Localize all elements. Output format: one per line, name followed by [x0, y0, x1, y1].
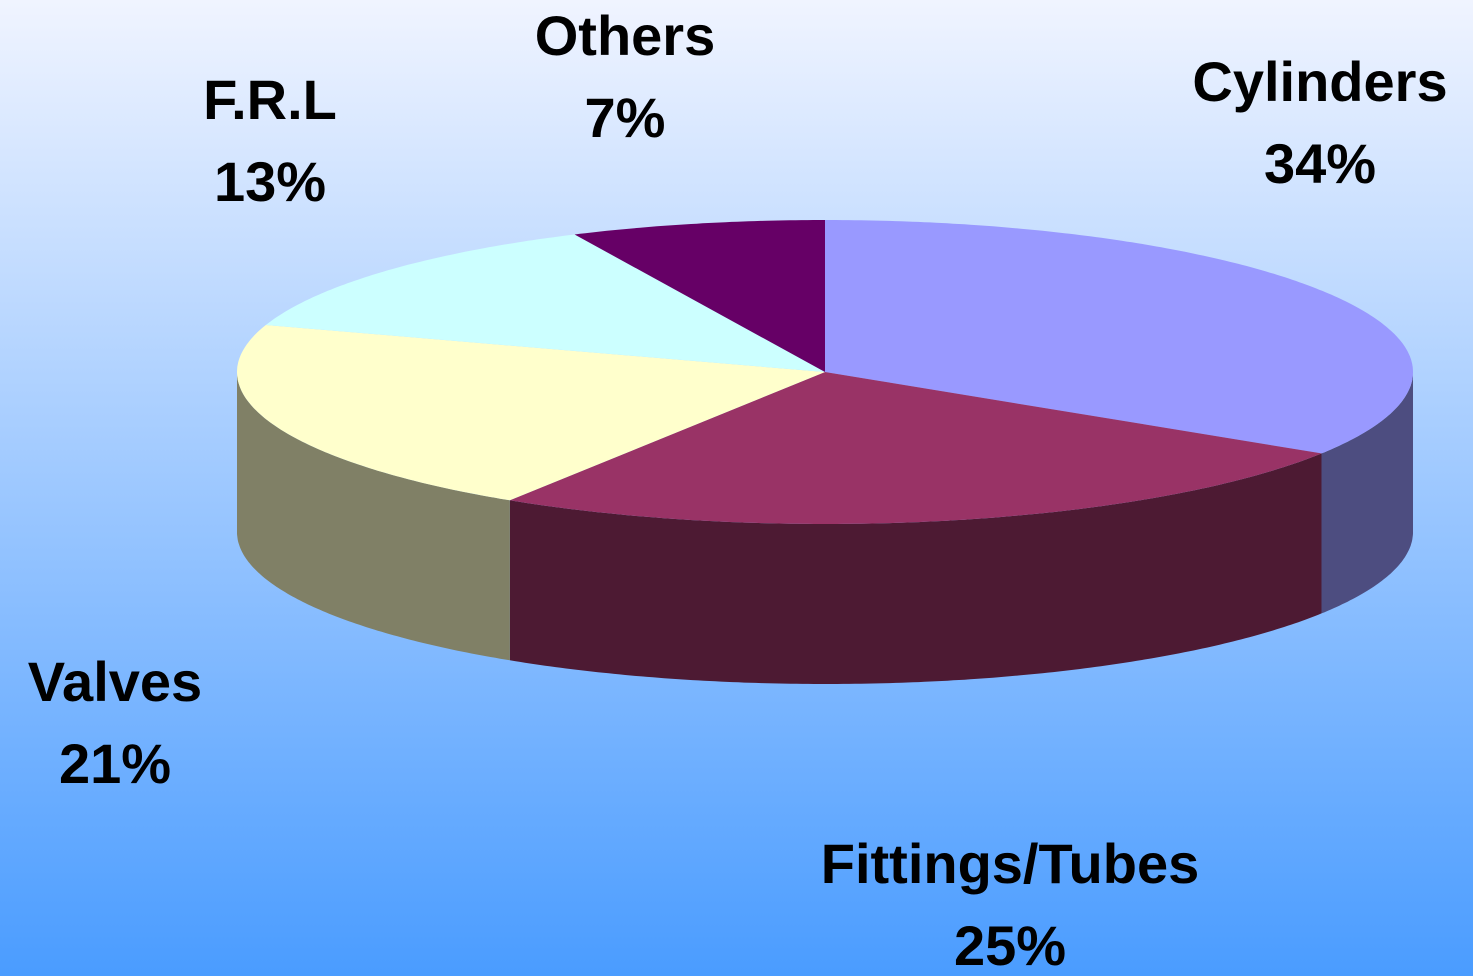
- slice-value-label: 7%: [585, 86, 666, 149]
- slice: [237, 325, 825, 501]
- slice-side: [237, 372, 510, 661]
- slice: [574, 220, 825, 372]
- slice-label: Valves: [28, 650, 202, 713]
- slice-label: Fittings/Tubes: [821, 832, 1200, 895]
- pie-tops: [237, 220, 1413, 524]
- data-labels: Cylinders 34% Fittings/Tubes 25% Valves 21% F.…: [28, 4, 1448, 976]
- slice-side: [1321, 372, 1413, 614]
- slice: [509, 372, 1322, 524]
- slice-label: F.R.L: [203, 68, 337, 131]
- slice-label: Cylinders: [1192, 50, 1447, 113]
- slice-value-label: 13%: [214, 150, 326, 213]
- slice-label: Others: [535, 4, 716, 67]
- slice-value-label: 25%: [954, 914, 1066, 976]
- slice: [265, 234, 825, 372]
- slice: [825, 220, 1413, 454]
- slice-value-label: 21%: [59, 732, 171, 795]
- pie-sides: [237, 372, 1413, 684]
- slice-value-label: 34%: [1264, 132, 1376, 195]
- slice-side: [509, 453, 1322, 684]
